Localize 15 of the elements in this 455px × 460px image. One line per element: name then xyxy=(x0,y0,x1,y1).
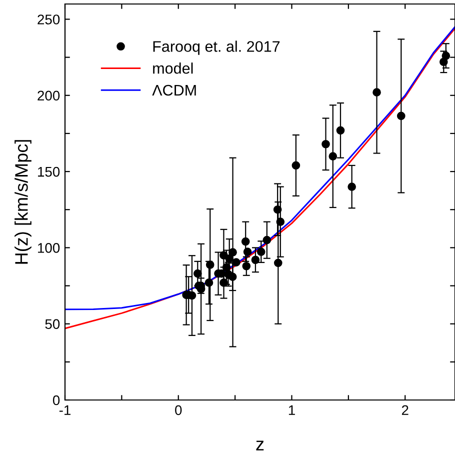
x-axis-title: z xyxy=(256,440,264,450)
y-axis-title: H(z) [km/s/Mpc] xyxy=(14,140,32,264)
x-tick-label: 1 xyxy=(288,405,295,415)
y-tick-label: 50 xyxy=(45,319,60,330)
y-tick-label: 200 xyxy=(38,90,60,101)
y-tick-label: 0 xyxy=(52,395,60,406)
y-tick-label: 250 xyxy=(38,14,60,24)
y-tick-label: 100 xyxy=(38,243,60,253)
legend-label: Farooq et. al. 2017 xyxy=(153,40,280,55)
x-tick-label: 2 xyxy=(402,405,408,415)
x-tick-label: 0 xyxy=(175,405,182,416)
legend-label: ΛCDM xyxy=(152,84,196,96)
y-tick-label: 150 xyxy=(38,166,60,177)
x-tick-label: -1 xyxy=(59,405,70,415)
legend-label: model xyxy=(153,62,193,74)
